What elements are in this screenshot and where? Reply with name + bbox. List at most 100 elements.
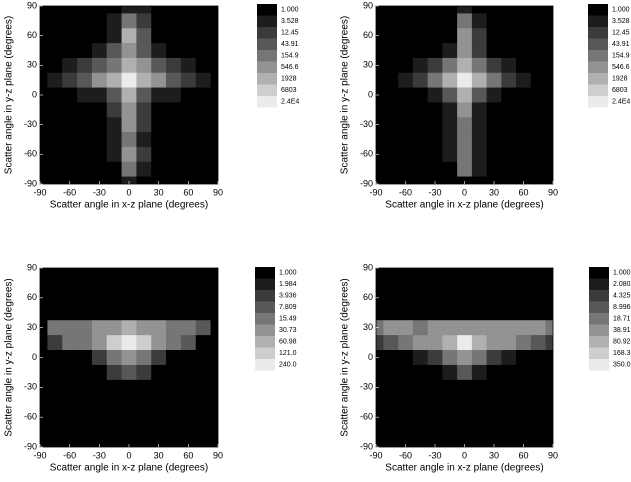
heatmap-cell (383, 290, 399, 306)
heatmap-cell (530, 424, 546, 440)
heatmap-cell (545, 87, 553, 103)
heatmap-cell (151, 290, 167, 306)
heatmap-cell (376, 424, 384, 440)
heatmap-cell (516, 275, 532, 291)
heatmap-cell (486, 132, 502, 148)
heatmap-cell (427, 364, 443, 381)
heatmap-cell (486, 43, 502, 59)
heatmap-cell (398, 364, 414, 381)
heatmap-cell (195, 379, 211, 396)
colorbar-swatch (255, 347, 275, 359)
heatmap-cell (471, 43, 487, 59)
heatmap-cell (442, 13, 458, 29)
heatmap-cell (383, 424, 399, 440)
heatmap-cell (471, 161, 487, 177)
heatmap-cell (106, 394, 122, 411)
colorbar-label: 2.4E4 (612, 99, 630, 106)
heatmap-cell (516, 72, 532, 88)
heatmap-cell (383, 102, 399, 118)
heatmap-cell (136, 275, 152, 291)
heatmap-cell (77, 350, 93, 366)
heatmap-cell (195, 117, 211, 133)
heatmap-cell (91, 409, 108, 425)
heatmap-cell (457, 439, 473, 447)
heatmap-cell (210, 102, 218, 118)
heatmap-cell (376, 117, 384, 133)
heatmap-cell (91, 268, 108, 276)
heatmap-cell (486, 379, 502, 396)
heatmap-cell (412, 13, 428, 29)
heatmap-cell (136, 28, 152, 44)
heatmap-cell (195, 13, 211, 29)
heatmap-cell (427, 379, 443, 396)
heatmap-cells (40, 268, 218, 447)
heatmap-cell (545, 409, 553, 425)
heatmap-cell (210, 132, 218, 148)
heatmap-cell (412, 439, 428, 447)
x-tick-label: 0 (126, 187, 131, 197)
heatmap-cell (151, 275, 167, 291)
heatmap-cell (442, 305, 458, 321)
heatmap-cell (47, 394, 63, 411)
heatmap-cell (501, 290, 517, 306)
heatmap-cell (427, 439, 443, 447)
heatmap-cell (47, 28, 63, 44)
heatmap-cell (516, 161, 532, 177)
heatmap-cell (47, 57, 63, 74)
colorbar-label: 1928 (612, 76, 628, 83)
heatmap-cell (516, 424, 532, 440)
colorbar-label: 546.6 (281, 64, 299, 71)
colorbar-label: 154.9 (612, 53, 630, 60)
heatmap-cell (151, 57, 167, 74)
heatmap-cell (91, 439, 108, 447)
heatmap-cell (180, 439, 197, 447)
heatmap-cell (398, 335, 414, 351)
heatmap-cell (47, 161, 63, 177)
heatmap-cell (121, 13, 137, 29)
heatmap-cell (501, 275, 517, 291)
heatmap-cell (471, 439, 487, 447)
colorbar-label: 3.528 (612, 18, 630, 25)
x-tick-label: 30 (154, 450, 164, 460)
heatmap-cell (151, 72, 167, 88)
heatmap-cell (40, 72, 48, 88)
heatmap-cell (47, 290, 63, 306)
heatmap-cell (501, 394, 517, 411)
heatmap-cell (383, 87, 399, 103)
heatmap-cell (210, 290, 218, 306)
heatmap-cell (166, 305, 182, 321)
heatmap-cell (91, 275, 108, 291)
heatmap-cell (545, 176, 553, 184)
heatmap-cell (545, 117, 553, 133)
heatmap-cell (47, 305, 63, 321)
heatmap-cell (195, 350, 211, 366)
heatmap-cell (180, 87, 197, 103)
colorbar-swatch (588, 96, 608, 108)
heatmap-cell (530, 6, 546, 14)
heatmap-cell (398, 320, 414, 336)
heatmap-cell (210, 28, 218, 44)
x-tick-label: -60 (399, 450, 412, 460)
heatmap-cell (121, 72, 137, 88)
heatmap-cells (376, 6, 553, 184)
heatmap-cell (180, 364, 197, 381)
heatmap-cell (151, 439, 167, 447)
heatmap-cell (106, 350, 122, 366)
colorbar-swatch (589, 267, 609, 279)
heatmap-cell (486, 424, 502, 440)
heatmap-cell (376, 350, 384, 366)
heatmap-cell (180, 379, 197, 396)
colorbar-label: 3.528 (281, 18, 299, 25)
heatmap-cells (376, 268, 553, 447)
heatmap-cell (486, 28, 502, 44)
heatmap-cell (427, 394, 443, 411)
heatmap-cell (40, 439, 48, 447)
heatmap-cell (210, 268, 218, 276)
heatmap-cell (442, 132, 458, 148)
heatmap-cell (180, 275, 197, 291)
heatmap-cell (121, 28, 137, 44)
y-tick-label: -60 (24, 149, 37, 159)
heatmap-cell (91, 43, 108, 59)
heatmap-cell (210, 305, 218, 321)
colorbar-swatch (588, 27, 608, 39)
